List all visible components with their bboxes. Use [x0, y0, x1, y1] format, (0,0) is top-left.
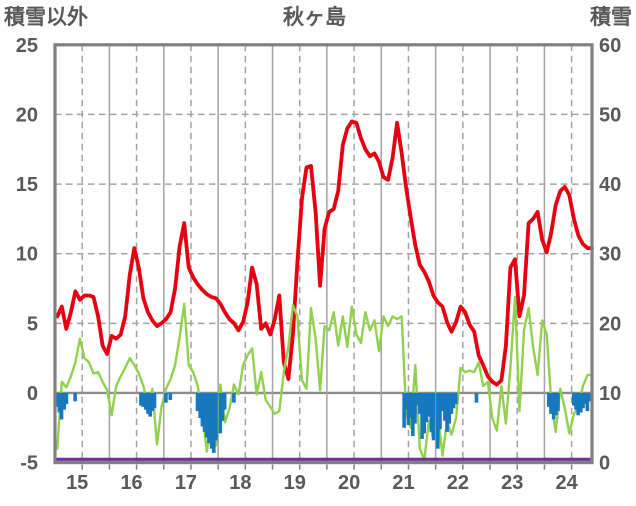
blue-bars	[152, 392, 157, 409]
blue-bars	[451, 392, 456, 409]
blue-bars	[585, 392, 590, 412]
left-axis-tick-label: -5	[20, 453, 38, 475]
right-axis-tick-label: 10	[599, 383, 621, 405]
blue-bars	[436, 392, 440, 449]
plot-frame	[53, 43, 594, 465]
left-axis-tick-label: 10	[16, 244, 38, 266]
blue-bars	[198, 392, 202, 419]
blue-bars	[141, 392, 145, 407]
right-axis-tick-label: 40	[599, 174, 621, 196]
blue-bars	[551, 392, 556, 420]
blue-bars	[62, 392, 67, 410]
blue-bars	[418, 392, 422, 414]
x-axis-tick-label: 23	[501, 472, 523, 494]
left-axis-title: 積雪以外	[4, 6, 88, 29]
blue-bars	[55, 392, 59, 407]
blue-bars	[440, 392, 444, 412]
blue-bars	[214, 392, 218, 441]
chart-title: 秋ヶ島	[283, 6, 346, 29]
blue-bars	[220, 392, 225, 421]
blue-bars	[218, 392, 223, 434]
blue-bars	[579, 392, 583, 413]
blue-bars	[413, 392, 417, 424]
blue-bars	[546, 392, 551, 407]
right-axis-tick-label: 60	[599, 35, 621, 57]
blue-bars	[211, 392, 216, 453]
blue-bars	[148, 392, 152, 417]
blue-bars	[57, 392, 62, 413]
green-line	[56, 295, 594, 461]
blue-bars	[202, 392, 207, 432]
blue-bars	[207, 392, 211, 444]
red-line	[55, 119, 594, 387]
blue-bars	[232, 392, 236, 403]
blue-bars	[204, 392, 209, 438]
blue-bars	[429, 392, 434, 432]
blue-bars	[209, 392, 214, 449]
blue-bars	[447, 392, 452, 424]
right-axis-tick-label: 20	[599, 313, 621, 335]
blue-bars	[438, 392, 442, 430]
blue-bars	[139, 392, 143, 406]
x-axis-tick-label: 19	[284, 472, 306, 494]
blue-bars	[583, 392, 588, 405]
blue-bars	[64, 392, 69, 405]
blue-bars	[581, 392, 585, 409]
blue-bars	[431, 392, 436, 441]
right-axis-tick-label: 50	[599, 104, 621, 126]
x-axis-tick-label: 21	[392, 472, 414, 494]
blue-bars	[404, 392, 409, 410]
blue-bars	[200, 392, 205, 427]
blue-bars	[150, 392, 155, 412]
blue-bars	[587, 392, 592, 402]
blue-bars	[453, 392, 458, 405]
blue-bars	[415, 392, 420, 406]
blue-bars	[443, 392, 447, 421]
blue-bars	[574, 392, 578, 410]
blue-bars	[427, 392, 431, 417]
blue-bars	[146, 392, 150, 414]
blue-bars	[549, 392, 553, 414]
blue-bars	[168, 392, 173, 400]
left-axis-tick-label: 15	[16, 174, 38, 196]
x-axis-tick-label: 18	[229, 472, 251, 494]
left-axis-tick-label: 5	[27, 313, 38, 335]
blue-bars	[402, 392, 406, 428]
x-axis-tick-label: 22	[447, 472, 469, 494]
blue-bars	[411, 392, 415, 437]
right-axis-tick-label: 0	[599, 453, 610, 475]
x-axis-tick-label: 24	[555, 472, 578, 494]
blue-bars	[449, 392, 454, 414]
blue-bars	[445, 392, 449, 432]
left-axis-tick-label: 0	[27, 383, 38, 405]
x-axis-tick-label: 17	[175, 472, 197, 494]
blue-bars	[59, 392, 64, 420]
blue-bars	[195, 392, 200, 412]
blue-bars	[554, 392, 558, 416]
right-axis-title: 積雪	[590, 6, 632, 29]
blue-bars	[422, 392, 427, 434]
blue-bars	[474, 392, 479, 403]
left-axis-tick-label: 25	[16, 35, 38, 57]
blue-bars	[408, 392, 413, 419]
blue-bars	[420, 392, 424, 439]
blue-bars	[73, 392, 77, 402]
blue-bars	[406, 392, 411, 425]
x-axis-tick-label: 20	[338, 472, 360, 494]
blue-bars	[424, 392, 429, 423]
x-axis-tick-label: 15	[66, 472, 88, 494]
blue-bars	[556, 392, 560, 412]
blue-bars	[164, 392, 168, 403]
blue-bars	[576, 392, 580, 416]
blue-bars	[222, 392, 227, 410]
blue-bars	[571, 392, 576, 406]
left-axis-tick-label: 20	[16, 104, 38, 126]
right-axis-tick-label: 30	[599, 244, 621, 266]
blue-bars	[144, 392, 148, 410]
x-axis-tick-label: 16	[120, 472, 142, 494]
